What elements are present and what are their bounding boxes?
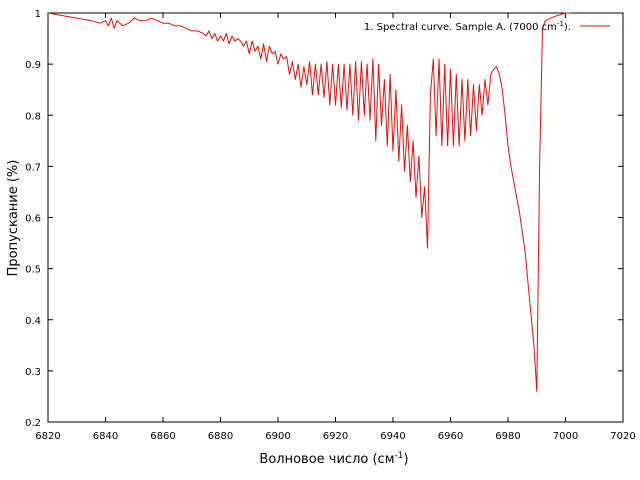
y-tick-label: 0.9 — [25, 60, 41, 71]
legend-label: 1. Spectral curve. Sample A. (7000 cm-1)… — [364, 20, 571, 33]
y-axis-title: Пропускание (%) — [6, 160, 21, 277]
x-axis-ticks: 6820 6840 6860 6880 6900 6920 6940 6960 6980 7000… — [35, 13, 636, 442]
x-tick-label: 6980 — [495, 431, 520, 442]
x-tick-label: 6940 — [380, 431, 405, 442]
y-axis-ticks: 0.2 0.3 0.4 0.5 0.6 0.7 0.8 0.9 1 — [25, 9, 623, 429]
x-tick-label: 6840 — [93, 431, 118, 442]
x-tick-label: 7020 — [610, 431, 635, 442]
x-tick-label: 6820 — [35, 431, 60, 442]
x-tick-label: 6960 — [438, 431, 463, 442]
y-tick-label: 0.5 — [25, 265, 41, 276]
y-tick-label: 0.3 — [25, 367, 41, 378]
plot-frame — [47, 12, 624, 423]
x-axis-title: Волновое число (см-1) — [259, 451, 408, 467]
y-tick-label: 0.7 — [25, 162, 41, 173]
y-tick-label: 0.8 — [25, 111, 41, 122]
x-tick-label: 6900 — [265, 431, 290, 442]
y-tick-label: 0.6 — [25, 214, 41, 225]
series-group — [47, 12, 572, 392]
y-tick-label: 0.2 — [25, 418, 41, 429]
x-tick-label: 6920 — [323, 431, 348, 442]
x-tick-label: 6880 — [208, 431, 233, 442]
legend: 1. Spectral curve. Sample A. (7000 cm-1)… — [364, 20, 610, 33]
y-tick-label: 1 — [35, 9, 41, 20]
series-line — [47, 12, 572, 392]
x-tick-label: 6860 — [150, 431, 175, 442]
y-tick-label: 0.4 — [25, 316, 41, 327]
x-tick-label: 7000 — [553, 431, 578, 442]
